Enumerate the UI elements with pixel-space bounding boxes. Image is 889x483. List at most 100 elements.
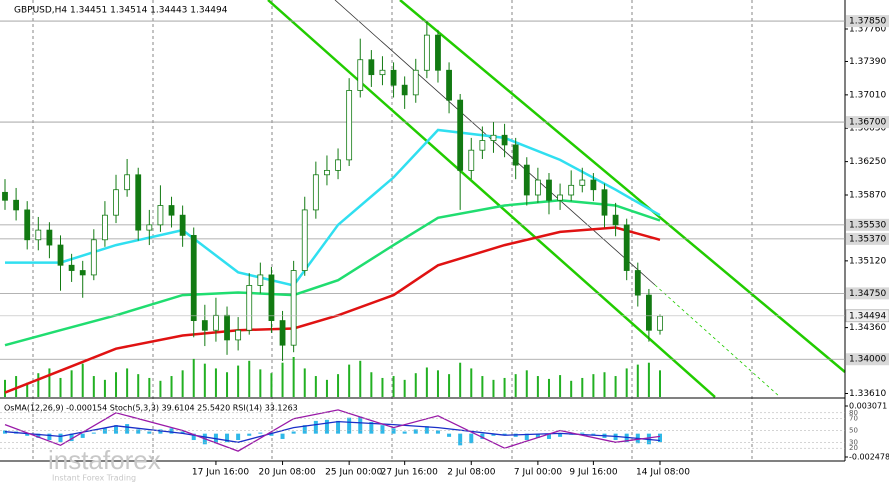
y2-tick-label: 80 [849, 409, 858, 417]
volume-bar [181, 370, 184, 397]
volume-bar [481, 376, 484, 397]
x-tick-label: 20 Jun 08:00 [259, 468, 316, 478]
candle-body [157, 205, 164, 226]
y-tick-label: 1.33610 [849, 389, 886, 399]
y2-tick-label: 50 [849, 427, 858, 435]
candle-body [601, 189, 608, 216]
candle-body [24, 209, 31, 241]
candle-body [190, 234, 197, 321]
volume-bar [425, 367, 428, 397]
candle-body [135, 174, 142, 231]
volume-bar [436, 370, 439, 397]
volume-bar [170, 376, 173, 397]
osma-bar [302, 425, 307, 434]
level-label: 1.34000 [849, 355, 886, 365]
osma-bar [447, 433, 452, 437]
current-price-bg [845, 309, 889, 323]
osma-bar [535, 433, 540, 438]
osma-bar [280, 433, 285, 439]
candle-body [201, 320, 208, 331]
candle-body [246, 285, 253, 331]
volume-bar [115, 372, 118, 397]
volume-bar [137, 374, 140, 397]
volume-bar [248, 360, 251, 397]
y-tick-label: 1.37760 [849, 24, 886, 34]
candle-body [446, 69, 452, 101]
volume-bar [614, 376, 617, 397]
y-tick-label: -0.002478 [849, 453, 889, 462]
time-grid [32, 0, 753, 461]
volume-bar [103, 379, 106, 397]
candle-body [546, 179, 552, 201]
volume-bar [381, 377, 384, 397]
candle-body [368, 59, 375, 76]
candle-body [534, 179, 541, 196]
level-label-bg [846, 218, 889, 231]
candle-body [423, 34, 430, 71]
osma-bar [114, 425, 119, 434]
osma-bar [336, 420, 341, 434]
osma-bar [36, 433, 41, 438]
osma-bar [324, 419, 329, 434]
candle-body [213, 314, 219, 331]
candle-body [168, 205, 175, 216]
volume-bar [659, 370, 661, 397]
osma-bar [413, 429, 418, 434]
osma-bar [402, 431, 407, 434]
volume-bar [148, 377, 151, 397]
osma-bar [136, 429, 141, 434]
candle-body [568, 184, 575, 196]
candle-body [301, 209, 308, 271]
volume-bar [303, 368, 306, 397]
osma-bar [480, 433, 485, 439]
osma-bar [424, 426, 429, 434]
volume-bar [81, 363, 84, 397]
candle-body [335, 159, 341, 171]
channel-upper [399, 0, 846, 373]
x-tick-label: 25 Jun 00:00 [325, 468, 382, 478]
x-tick-label: 17 Jun 16:00 [192, 468, 249, 478]
chart-title: GBPUSD,H4 1.34451 1.34514 1.34443 1.3449… [14, 6, 228, 16]
level-label-bg [846, 353, 889, 366]
candle-body [401, 84, 408, 96]
candle-body [312, 174, 319, 211]
level-label-bg [846, 232, 889, 245]
y-tick-label: 0.003071 [849, 402, 887, 411]
osma-bar [469, 433, 474, 444]
osma-bar [125, 424, 130, 434]
osma-bar [269, 433, 274, 436]
candle-body [390, 69, 397, 86]
osma-bar [25, 433, 30, 436]
osma-bar [91, 432, 96, 434]
volume-bar [37, 373, 40, 397]
volume-bar [492, 379, 495, 397]
volume-bar [314, 376, 317, 397]
level-label: 1.37850 [849, 17, 886, 27]
x-tick-label: 2 Jul 08:00 [447, 468, 496, 478]
volume-bar [226, 372, 229, 397]
candle-body [557, 194, 563, 201]
candle-body [90, 239, 97, 276]
candle-body [279, 320, 286, 346]
candle-body [523, 164, 530, 196]
osma-bar [658, 433, 662, 443]
osma-bar [180, 431, 185, 434]
volume-bar [259, 369, 262, 397]
volume-bar [592, 374, 595, 397]
candle-body [623, 224, 630, 271]
candle-body [490, 134, 497, 141]
volume-bar [292, 357, 295, 397]
level-label-bg [846, 287, 889, 300]
volume-bar [203, 363, 206, 397]
indicator-title: OsMA(12,26,9) -0.000154 Stoch(5,3,3) 39.… [4, 404, 298, 413]
candle-body [290, 270, 297, 346]
osma-bar [102, 428, 107, 434]
candle-body [235, 329, 242, 341]
y-tick-label: 1.35120 [849, 256, 886, 266]
level-label: 1.35530 [849, 220, 886, 230]
candle-body [468, 149, 475, 171]
osma-bar [391, 428, 396, 434]
volume-bar [514, 374, 517, 397]
x-tick-label: 7 Jul 00:00 [514, 468, 563, 478]
